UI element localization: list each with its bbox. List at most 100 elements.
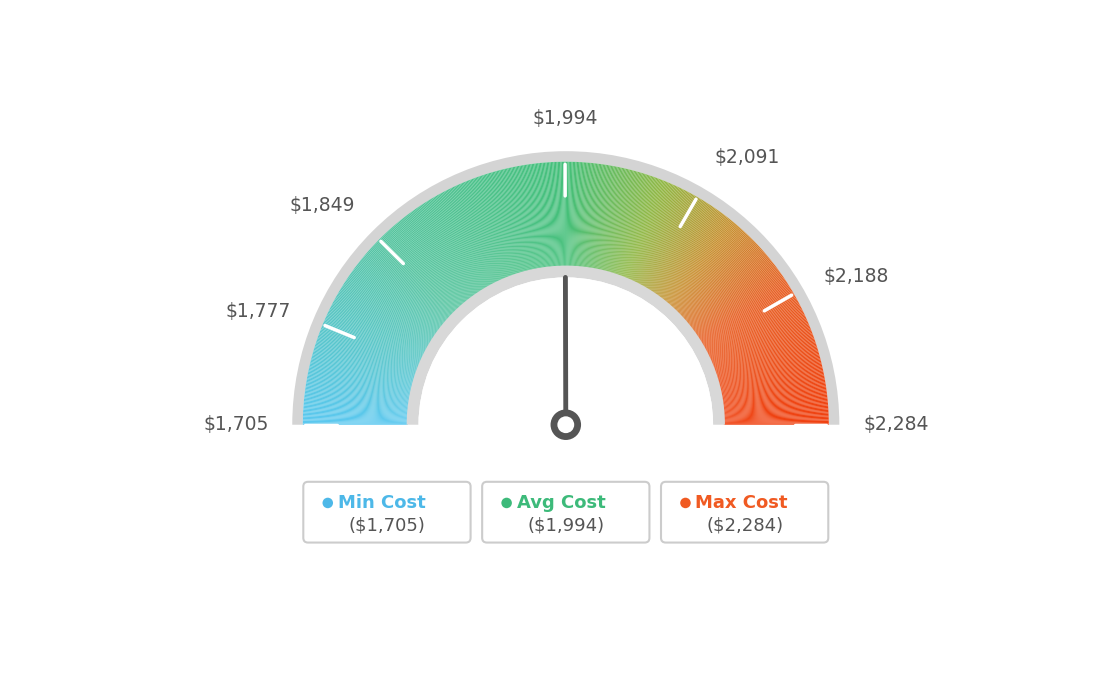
Wedge shape — [346, 280, 434, 339]
Wedge shape — [486, 174, 519, 275]
Wedge shape — [306, 382, 410, 400]
Wedge shape — [698, 279, 786, 338]
Wedge shape — [652, 205, 711, 293]
Wedge shape — [306, 386, 410, 402]
Wedge shape — [720, 364, 822, 389]
Wedge shape — [578, 163, 590, 268]
Wedge shape — [314, 347, 415, 379]
Wedge shape — [721, 380, 825, 398]
Wedge shape — [625, 181, 666, 279]
Wedge shape — [702, 292, 794, 346]
Wedge shape — [613, 173, 645, 274]
Wedge shape — [304, 404, 408, 413]
Wedge shape — [593, 166, 613, 269]
Wedge shape — [644, 196, 698, 288]
Wedge shape — [317, 339, 416, 375]
Wedge shape — [671, 228, 742, 308]
Wedge shape — [606, 170, 635, 273]
Wedge shape — [713, 333, 813, 371]
Wedge shape — [664, 219, 730, 302]
Wedge shape — [595, 166, 615, 270]
Wedge shape — [722, 385, 826, 402]
Wedge shape — [302, 424, 408, 425]
Wedge shape — [373, 245, 450, 317]
Wedge shape — [723, 418, 829, 422]
Wedge shape — [702, 293, 794, 346]
Wedge shape — [466, 181, 507, 279]
Wedge shape — [562, 161, 564, 267]
Wedge shape — [331, 304, 425, 353]
Wedge shape — [482, 175, 517, 275]
Wedge shape — [339, 290, 431, 344]
Wedge shape — [431, 198, 486, 289]
Wedge shape — [668, 225, 737, 305]
Wedge shape — [312, 353, 414, 382]
Wedge shape — [353, 269, 438, 332]
Wedge shape — [563, 161, 565, 267]
Wedge shape — [304, 403, 408, 413]
Wedge shape — [322, 323, 421, 364]
Wedge shape — [544, 163, 553, 268]
Wedge shape — [410, 212, 473, 297]
Wedge shape — [391, 228, 461, 307]
Wedge shape — [694, 273, 782, 335]
Wedge shape — [626, 181, 667, 279]
Wedge shape — [545, 162, 554, 268]
Wedge shape — [426, 201, 482, 291]
Wedge shape — [453, 187, 499, 282]
Wedge shape — [699, 283, 788, 340]
Wedge shape — [506, 168, 531, 271]
Wedge shape — [659, 213, 723, 298]
Wedge shape — [343, 284, 433, 341]
Wedge shape — [305, 388, 410, 404]
Wedge shape — [569, 161, 571, 267]
Wedge shape — [535, 164, 549, 268]
Wedge shape — [381, 237, 455, 313]
Wedge shape — [402, 219, 468, 302]
Wedge shape — [337, 295, 428, 347]
Text: Avg Cost: Avg Cost — [517, 494, 605, 512]
FancyBboxPatch shape — [482, 482, 649, 542]
Wedge shape — [723, 406, 828, 414]
Wedge shape — [722, 382, 826, 400]
FancyBboxPatch shape — [304, 482, 470, 542]
Wedge shape — [720, 367, 822, 391]
Wedge shape — [722, 391, 827, 405]
Wedge shape — [416, 208, 477, 295]
Wedge shape — [583, 164, 596, 268]
Wedge shape — [604, 169, 630, 272]
Wedge shape — [306, 385, 410, 402]
Wedge shape — [608, 171, 638, 273]
Wedge shape — [678, 239, 754, 315]
Wedge shape — [716, 345, 817, 377]
Wedge shape — [445, 190, 495, 284]
Wedge shape — [578, 163, 587, 268]
Wedge shape — [680, 243, 756, 316]
Wedge shape — [304, 406, 408, 414]
Wedge shape — [487, 173, 519, 274]
Wedge shape — [635, 188, 681, 283]
FancyBboxPatch shape — [661, 482, 828, 542]
Wedge shape — [395, 224, 464, 305]
Wedge shape — [628, 183, 670, 280]
Wedge shape — [413, 210, 475, 296]
Wedge shape — [581, 163, 592, 268]
Wedge shape — [308, 371, 412, 393]
Wedge shape — [434, 196, 488, 288]
Wedge shape — [718, 350, 818, 381]
Wedge shape — [722, 389, 827, 404]
Wedge shape — [347, 278, 435, 337]
Wedge shape — [597, 167, 620, 270]
Wedge shape — [709, 311, 804, 357]
Wedge shape — [723, 397, 828, 409]
Wedge shape — [723, 399, 828, 410]
Wedge shape — [577, 162, 586, 268]
Wedge shape — [392, 226, 463, 306]
Wedge shape — [718, 351, 819, 382]
Wedge shape — [723, 411, 828, 417]
Wedge shape — [587, 164, 603, 268]
Wedge shape — [418, 277, 713, 425]
Wedge shape — [572, 162, 578, 267]
Wedge shape — [435, 195, 488, 288]
Wedge shape — [720, 366, 822, 391]
